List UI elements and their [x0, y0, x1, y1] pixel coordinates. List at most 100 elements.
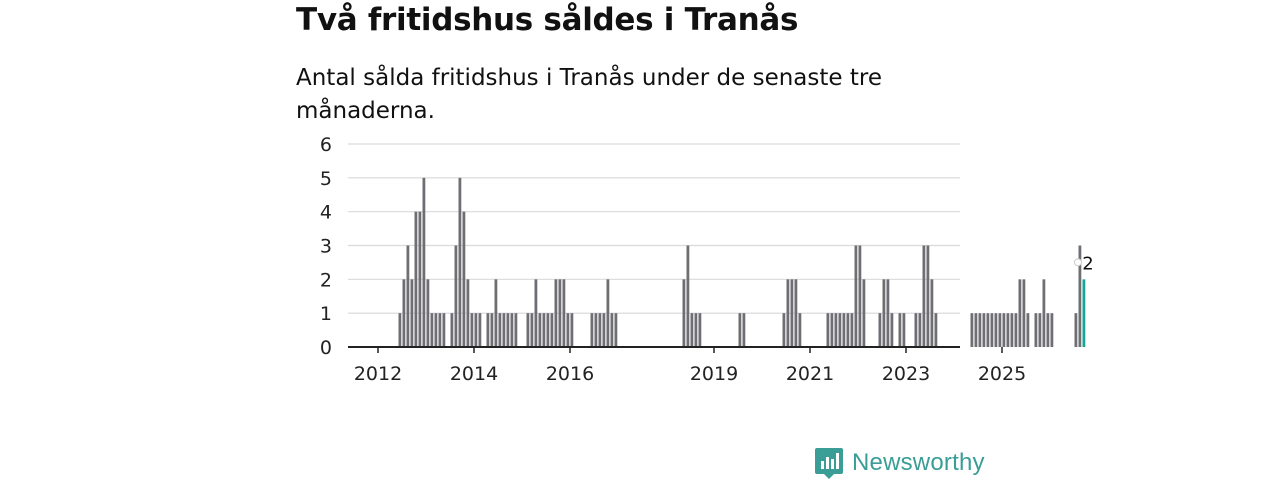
data-label: 2: [1082, 253, 1093, 274]
bar: [610, 313, 614, 347]
bar: [914, 313, 918, 347]
bar: [490, 313, 494, 347]
bar: [538, 313, 542, 347]
bar: [834, 313, 838, 347]
bar: [466, 279, 470, 347]
bar: [422, 177, 426, 347]
bar: [570, 313, 574, 347]
bar: [1006, 313, 1010, 347]
bar: [602, 313, 606, 347]
bar: [1022, 279, 1026, 347]
bar: [478, 313, 482, 347]
x-tick-label: 2012: [354, 363, 402, 385]
bar: [462, 211, 466, 347]
bar: [694, 313, 698, 347]
bar: [430, 313, 434, 347]
bar: [442, 313, 446, 347]
bar: [554, 279, 558, 347]
bar: [410, 279, 414, 347]
bar: [614, 313, 618, 347]
bar: [510, 313, 514, 347]
bar: [970, 313, 974, 347]
bar: [978, 313, 982, 347]
bar: [1010, 313, 1014, 347]
bar: [438, 313, 442, 347]
bar: [790, 279, 794, 347]
bar: [606, 279, 610, 347]
bar: [1042, 279, 1046, 347]
chart-subtitle: Antal sålda fritidshus i Tranås under de…: [296, 65, 882, 124]
bar: [534, 279, 538, 347]
bar: [1078, 245, 1082, 347]
bar: [850, 313, 854, 347]
bar: [458, 177, 462, 347]
bar: [598, 313, 602, 347]
bar: [986, 313, 990, 347]
bar-chart-logo-icon: [815, 448, 843, 479]
bar: [998, 313, 1002, 347]
bar: [698, 313, 702, 347]
bar: [798, 313, 802, 347]
bar: [1050, 313, 1054, 347]
bar: [454, 245, 458, 347]
bar: [858, 245, 862, 347]
bar: [826, 313, 830, 347]
bar: [982, 313, 986, 347]
bar: [742, 313, 746, 347]
bar: [1038, 313, 1042, 347]
bar: [1034, 313, 1038, 347]
bar: [990, 313, 994, 347]
y-tick-label: 4: [320, 202, 332, 224]
bar: [1026, 313, 1030, 347]
bar: [882, 279, 886, 347]
bar: [854, 245, 858, 347]
bar: [926, 245, 930, 347]
bar: [470, 313, 474, 347]
data-label-marker: [1074, 258, 1082, 267]
bar: [786, 279, 790, 347]
bar: [686, 245, 690, 347]
bar: [594, 313, 598, 347]
bar: [994, 313, 998, 347]
y-tick-label: 0: [320, 337, 332, 359]
y-tick-label: 5: [320, 168, 332, 190]
bar: [862, 279, 866, 347]
y-tick-label: 3: [320, 236, 332, 258]
y-tick-label: 6: [320, 134, 332, 156]
x-tick-label: 2023: [882, 363, 930, 385]
bar: [562, 279, 566, 347]
chart-title: Två fritidshus såldes i Tranås: [296, 2, 799, 38]
bar: [502, 313, 506, 347]
bar: [1046, 313, 1050, 347]
bar: [794, 279, 798, 347]
bar: [934, 313, 938, 347]
x-tick-label: 2016: [546, 363, 594, 385]
x-tick-label: 2014: [450, 363, 498, 385]
bar: [1018, 279, 1022, 347]
bar: [506, 313, 510, 347]
bar: [414, 211, 418, 347]
bar: [830, 313, 834, 347]
bar: [898, 313, 902, 347]
bar: [886, 279, 890, 347]
bar: [486, 313, 490, 347]
bar: [402, 279, 406, 347]
brand-name: Newsworthy: [852, 449, 985, 476]
brand-logo[interactable]: Newsworthy: [814, 446, 985, 480]
bar: [426, 279, 430, 347]
bar: [682, 279, 686, 347]
bar: [514, 313, 518, 347]
bar: [558, 279, 562, 347]
bar: [550, 313, 554, 347]
bar: [878, 313, 882, 347]
bar: [546, 313, 550, 347]
y-tick-label: 2: [320, 269, 332, 291]
bar: [902, 313, 906, 347]
bar: [450, 313, 454, 347]
x-tick-label: 2021: [786, 363, 834, 385]
bar: [890, 313, 894, 347]
bar: [406, 245, 410, 347]
bar: [418, 211, 422, 347]
bar: [1074, 313, 1078, 347]
bar: [1002, 313, 1006, 347]
